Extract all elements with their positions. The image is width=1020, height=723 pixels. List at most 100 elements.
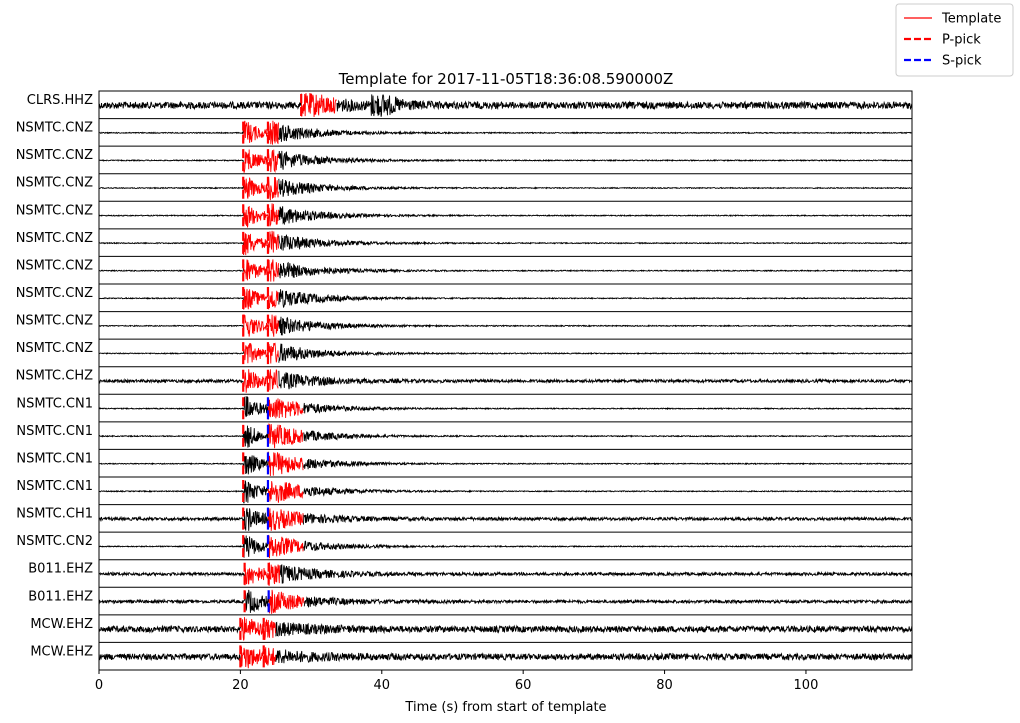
trace-row: NSMTC.CNZ bbox=[16, 283, 912, 311]
legend-label: S-pick bbox=[942, 54, 982, 69]
trace-label: NSMTC.CNZ bbox=[16, 176, 93, 191]
template-waveform bbox=[267, 422, 304, 449]
template-waveform bbox=[267, 398, 304, 420]
template-waveform bbox=[243, 288, 279, 310]
trace-row: NSMTC.CN2 bbox=[16, 531, 913, 559]
trace-label: NSMTC.CN1 bbox=[16, 451, 93, 466]
trace-row: B011.EHZ bbox=[28, 586, 913, 614]
waveform bbox=[98, 150, 913, 170]
template-waveform bbox=[243, 176, 279, 201]
trace-row: NSMTC.CNZ bbox=[16, 118, 912, 146]
x-tick-label: 80 bbox=[656, 678, 673, 693]
trace-label: CLRS.HHZ bbox=[27, 93, 93, 108]
template-waveform bbox=[243, 368, 279, 393]
legend-box bbox=[895, 3, 1014, 77]
trace-label: NSMTC.CNZ bbox=[16, 203, 93, 218]
waveform bbox=[98, 589, 913, 613]
trace-row: NSMTC.CNZ bbox=[16, 145, 913, 174]
template-waveform bbox=[268, 589, 305, 614]
trace-label: B011.EHZ bbox=[28, 562, 93, 577]
template-waveform bbox=[243, 314, 279, 337]
waveform bbox=[98, 370, 913, 390]
trace-label: NSMTC.CNZ bbox=[16, 231, 93, 246]
template-waveform bbox=[267, 481, 304, 503]
plot-frame bbox=[98, 90, 913, 671]
trace-label: NSMTC.CN1 bbox=[16, 479, 93, 494]
template-waveform bbox=[244, 562, 281, 587]
trace-label: NSMTC.CN2 bbox=[16, 534, 93, 549]
chart-title: Template for 2017-11-05T18:36:08.590000Z bbox=[338, 70, 674, 88]
waveform bbox=[98, 316, 912, 336]
waveform bbox=[98, 535, 913, 558]
x-tick-label: 60 bbox=[515, 678, 532, 693]
trace-label: NSMTC.CHZ bbox=[16, 369, 93, 384]
trace-label: MCW.EHZ bbox=[30, 617, 93, 632]
trace-label: NSMTC.CNZ bbox=[16, 286, 93, 301]
trace-row: NSMTC.CN1 bbox=[16, 421, 913, 449]
template-waveform bbox=[267, 508, 304, 531]
trace-label: NSMTC.CNZ bbox=[16, 341, 93, 356]
trace-label: B011.EHZ bbox=[28, 589, 93, 604]
template-waveform bbox=[243, 230, 279, 256]
waveform bbox=[98, 261, 913, 279]
x-tick-label: 100 bbox=[794, 678, 819, 693]
template-waveform bbox=[243, 120, 279, 145]
template-waveform bbox=[240, 617, 276, 641]
trace-row: NSMTC.CN1 bbox=[16, 393, 912, 421]
waveform bbox=[98, 234, 912, 255]
template-waveform bbox=[300, 93, 337, 118]
waveform bbox=[98, 451, 913, 475]
trace-row: NSMTC.CN1 bbox=[16, 476, 912, 504]
template-waveform bbox=[240, 646, 276, 669]
template-waveform bbox=[243, 342, 279, 364]
template-waveform bbox=[267, 451, 304, 477]
trace-row: NSMTC.CN1 bbox=[16, 448, 913, 477]
trace-label: NSMTC.CH1 bbox=[16, 507, 93, 522]
template-waveform bbox=[243, 149, 279, 174]
trace-label: NSMTC.CNZ bbox=[16, 258, 93, 273]
waveform bbox=[98, 124, 912, 142]
trace-label: NSMTC.CNZ bbox=[16, 148, 93, 163]
x-tick-label: 20 bbox=[232, 678, 249, 693]
waveform bbox=[98, 396, 912, 420]
trace-row: NSMTC.CH1 bbox=[16, 504, 913, 532]
waveform bbox=[98, 343, 913, 363]
traces-layer: CLRS.HHZ NSMTC.CNZ NSMTC.CNZ NSMTC.CNZ NSMTC… bbox=[16, 93, 913, 669]
trace-row: CLRS.HHZ bbox=[27, 93, 913, 118]
waveform bbox=[98, 424, 913, 448]
trace-row: NSMTC.CNZ bbox=[16, 173, 912, 201]
trace-label: NSMTC.CN1 bbox=[16, 396, 93, 411]
waveform bbox=[98, 649, 913, 664]
trace-label: MCW.EHZ bbox=[30, 644, 93, 659]
x-tick-label: 0 bbox=[95, 678, 103, 693]
template-waveform bbox=[267, 534, 304, 559]
trace-label: NSMTC.CN1 bbox=[16, 424, 93, 439]
trace-label: NSMTC.CNZ bbox=[16, 314, 93, 329]
waveform bbox=[98, 564, 913, 586]
trace-row: NSMTC.CNZ bbox=[16, 228, 912, 256]
x-tick-label: 40 bbox=[374, 678, 391, 693]
trace-row: NSMTC.CHZ bbox=[16, 366, 913, 394]
waveform bbox=[98, 93, 913, 117]
template-waveform bbox=[243, 259, 279, 282]
legend: Template P-pick S-pick bbox=[895, 3, 1014, 77]
trace-row: B011.EHZ bbox=[28, 559, 913, 587]
trace-label: NSMTC.CNZ bbox=[16, 121, 93, 136]
x-axis: 0 20 40 60 80 100 bbox=[95, 90, 913, 693]
trace-row: NSMTC.CNZ bbox=[16, 311, 912, 339]
x-axis-label: Time (s) from start of template bbox=[404, 700, 606, 715]
trace-row: NSMTC.CNZ bbox=[16, 255, 913, 283]
trace-row: MCW.EHZ bbox=[30, 614, 913, 642]
template-waveform bbox=[243, 203, 279, 228]
waveform bbox=[98, 289, 912, 310]
waveform bbox=[98, 205, 913, 225]
trace-row: NSMTC.CNZ bbox=[16, 200, 913, 228]
trace-row: MCW.EHZ bbox=[30, 641, 913, 669]
waveform bbox=[98, 621, 913, 637]
legend-label: P-pick bbox=[942, 33, 981, 48]
legend-label: Template bbox=[941, 12, 1001, 27]
waveform bbox=[98, 178, 912, 197]
waveform bbox=[98, 480, 912, 504]
waveform bbox=[98, 508, 913, 531]
